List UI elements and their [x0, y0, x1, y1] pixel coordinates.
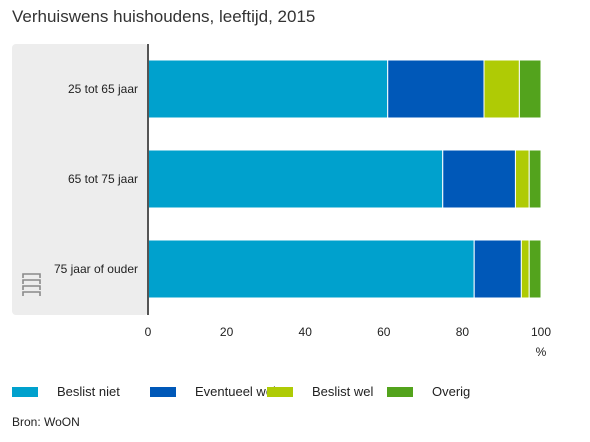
legend-label: Overig	[432, 384, 471, 399]
x-axis-unit: %	[536, 345, 547, 359]
x-tick-label: 20	[220, 325, 234, 339]
x-tick-label: 100	[531, 325, 551, 339]
bar-segment	[442, 149, 516, 209]
legend-item: Beslist niet	[12, 384, 120, 399]
legend-swatch	[150, 386, 176, 397]
category-label: 65 tot 75 jaar	[68, 172, 138, 186]
chart: 25 tot 65 jaar 65 tot 75 jaar 75 jaar of o…	[12, 44, 551, 359]
x-tick-label: 0	[145, 325, 152, 339]
category-label: 25 tot 65 jaar	[68, 82, 138, 96]
source-note: Bron: WoON	[12, 415, 80, 429]
category-panel	[12, 44, 148, 315]
legend-item: Overig	[387, 384, 470, 399]
x-tick-label: 60	[377, 325, 391, 339]
bar-segment	[528, 239, 542, 299]
legend-swatch	[267, 386, 293, 397]
x-tick-label: 80	[456, 325, 470, 339]
category-label: 75 jaar of ouder	[54, 262, 138, 276]
x-tick-label: 40	[299, 325, 313, 339]
bar-segment	[520, 239, 530, 299]
legend-item: Beslist wel	[267, 384, 373, 399]
bar-segment	[147, 59, 389, 119]
legend-label: Beslist wel	[312, 384, 374, 399]
legend-swatch	[12, 386, 38, 397]
legend-swatch	[387, 386, 413, 397]
bar-segment	[518, 59, 542, 119]
bar-segment	[528, 149, 542, 209]
cbs-logo	[22, 273, 41, 296]
legend-label: Beslist niet	[57, 384, 120, 399]
legend-label: Eventueel wel	[195, 384, 276, 399]
bar-segment	[473, 239, 522, 299]
legend-item: Eventueel wel	[150, 384, 276, 399]
bar-segment	[483, 59, 520, 119]
bar-segment	[387, 59, 485, 119]
legend: Beslist niet Eventueel wel Beslist wel Over…	[12, 384, 582, 400]
bar-segment	[514, 149, 530, 209]
chart-title: Verhuiswens huishoudens, leeftijd, 2015	[12, 7, 316, 26]
bar-segment	[147, 239, 475, 299]
bar-segment	[147, 149, 444, 209]
